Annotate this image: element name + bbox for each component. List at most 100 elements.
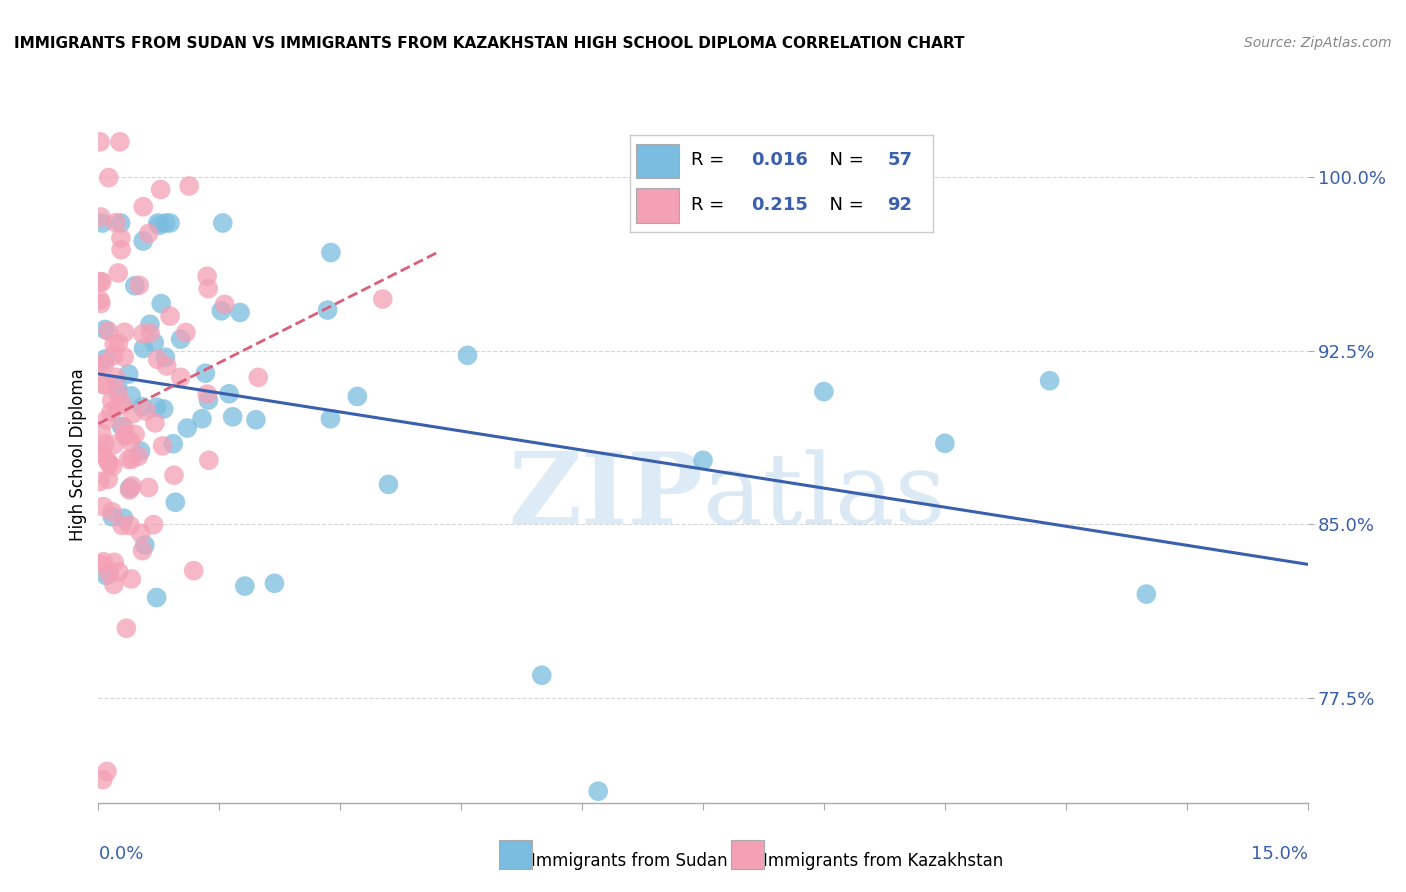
Point bbox=[97, 454, 120, 468]
Point bbox=[155, 216, 177, 230]
Point bbox=[156, 359, 179, 373]
Point bbox=[104, 370, 127, 384]
Point bbox=[316, 303, 339, 318]
Point bbox=[214, 297, 236, 311]
Point bbox=[229, 305, 252, 319]
Text: 0.0%: 0.0% bbox=[98, 845, 143, 863]
Point bbox=[93, 377, 115, 392]
Text: ZIP: ZIP bbox=[508, 448, 703, 545]
Point bbox=[218, 386, 240, 401]
Point bbox=[94, 356, 117, 370]
Point bbox=[100, 393, 122, 408]
Text: atlas: atlas bbox=[703, 449, 946, 544]
Point bbox=[131, 400, 153, 414]
Point bbox=[91, 500, 114, 514]
Point bbox=[143, 335, 166, 350]
Point bbox=[89, 558, 111, 572]
Point bbox=[98, 457, 121, 471]
Point bbox=[111, 518, 134, 533]
Point bbox=[163, 468, 186, 483]
Point bbox=[107, 266, 129, 280]
Point bbox=[174, 326, 197, 340]
Point bbox=[97, 324, 120, 338]
Point bbox=[142, 517, 165, 532]
Point bbox=[94, 322, 117, 336]
Point bbox=[150, 296, 173, 310]
Text: Source: ZipAtlas.com: Source: ZipAtlas.com bbox=[1244, 36, 1392, 50]
Point bbox=[124, 278, 146, 293]
Text: Immigrants from Kazakhstan: Immigrants from Kazakhstan bbox=[763, 852, 1004, 870]
Point bbox=[107, 336, 129, 351]
Point bbox=[129, 444, 152, 458]
Point bbox=[120, 434, 142, 449]
Point bbox=[98, 566, 121, 581]
Point bbox=[91, 216, 114, 230]
Point bbox=[112, 511, 135, 525]
Point bbox=[103, 337, 125, 351]
Point bbox=[89, 358, 111, 372]
Point bbox=[103, 577, 125, 591]
Point bbox=[169, 332, 191, 346]
Point bbox=[692, 453, 714, 467]
Point bbox=[96, 764, 118, 779]
Point bbox=[247, 370, 270, 384]
Point bbox=[89, 475, 111, 489]
Point bbox=[159, 309, 181, 323]
Point bbox=[155, 350, 177, 364]
Point bbox=[132, 342, 155, 356]
Point bbox=[112, 350, 135, 364]
Point bbox=[110, 216, 132, 230]
Point bbox=[114, 428, 136, 442]
Point bbox=[586, 784, 609, 798]
Point bbox=[97, 170, 120, 185]
Point bbox=[108, 135, 131, 149]
Text: 15.0%: 15.0% bbox=[1250, 845, 1308, 863]
Point bbox=[194, 366, 217, 380]
Point bbox=[145, 591, 167, 605]
Point bbox=[121, 452, 143, 467]
Point bbox=[94, 568, 117, 582]
Point bbox=[118, 518, 141, 533]
Point bbox=[139, 326, 162, 340]
Point bbox=[91, 772, 114, 787]
Point bbox=[111, 397, 134, 411]
Point bbox=[134, 538, 156, 552]
Point bbox=[96, 413, 118, 427]
Point bbox=[105, 400, 128, 414]
Point bbox=[120, 389, 142, 403]
Point bbox=[195, 269, 218, 284]
Point bbox=[152, 402, 174, 417]
Point bbox=[93, 437, 115, 451]
Point bbox=[233, 579, 256, 593]
Point bbox=[132, 234, 155, 248]
Point bbox=[121, 479, 143, 493]
Point bbox=[118, 483, 141, 497]
Point bbox=[89, 135, 111, 149]
Point bbox=[530, 668, 553, 682]
Point bbox=[101, 505, 124, 519]
Point bbox=[122, 407, 145, 421]
Point bbox=[209, 303, 232, 318]
Point bbox=[107, 386, 129, 401]
Point bbox=[101, 459, 124, 474]
Point bbox=[165, 495, 187, 509]
Point bbox=[377, 477, 399, 491]
Point bbox=[132, 326, 155, 341]
Point bbox=[1135, 587, 1157, 601]
Point bbox=[263, 576, 285, 591]
Point bbox=[146, 216, 169, 230]
Point bbox=[93, 377, 115, 392]
Point bbox=[176, 421, 198, 435]
Point bbox=[91, 275, 114, 289]
Point bbox=[132, 200, 155, 214]
Point bbox=[245, 413, 267, 427]
Point bbox=[91, 446, 114, 460]
Point bbox=[197, 282, 219, 296]
Point bbox=[146, 352, 169, 367]
Point bbox=[371, 292, 394, 306]
Point bbox=[115, 621, 138, 635]
Point bbox=[104, 215, 127, 229]
Point bbox=[120, 572, 142, 586]
Point bbox=[90, 210, 112, 224]
Point bbox=[112, 420, 135, 434]
